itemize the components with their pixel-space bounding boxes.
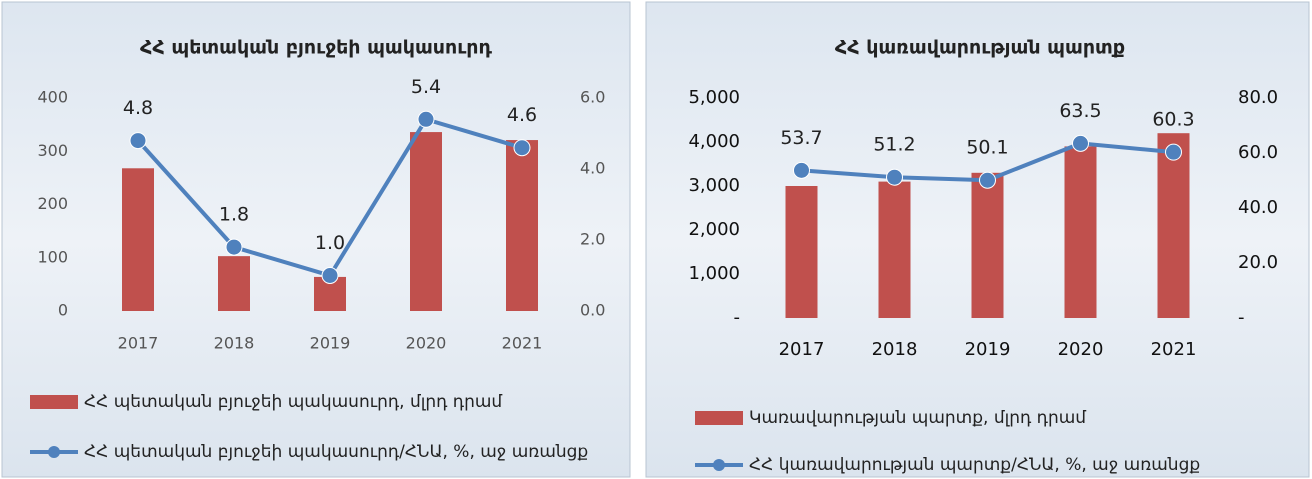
value-label: 63.5 [1059, 100, 1101, 122]
x-tick-label: 2020 [1058, 339, 1104, 360]
line-point [321, 267, 339, 284]
bar [410, 132, 442, 311]
value-label: 1.0 [315, 232, 345, 254]
legend-swatch [48, 446, 60, 458]
y-tick-label: 1,000 [688, 263, 740, 284]
bar [878, 181, 911, 318]
bar [1157, 133, 1190, 318]
bar [506, 140, 538, 311]
line-point [1165, 143, 1182, 161]
y2-tick-label: 2.0 [580, 230, 605, 249]
y2-tick-label: 80.0 [1238, 87, 1278, 108]
line-point [225, 238, 243, 256]
x-tick-label: 2021 [502, 334, 543, 353]
value-label: 5.4 [411, 76, 441, 98]
value-label: 50.1 [966, 137, 1008, 159]
value-label: 53.7 [780, 127, 822, 149]
x-tick-label: 2019 [965, 339, 1011, 360]
chart-title: ՀՀ կառավարության պարտք [835, 37, 1125, 59]
y2-tick-label: 6.0 [580, 88, 605, 107]
x-tick-label: 2019 [310, 334, 351, 353]
legend-label: Կառավարության պարտք, մլրդ դրամ [749, 408, 1086, 428]
value-label: 1.8 [219, 204, 249, 226]
y2-tick-label: - [1238, 307, 1245, 328]
y2-tick-label: 40.0 [1238, 197, 1278, 218]
legend-label: ՀՀ կառավարության պարտք/ՀՆԱ, %, աջ առանցք [749, 455, 1200, 475]
y-tick-label: 4,000 [688, 131, 740, 152]
bar [971, 172, 1004, 318]
legend-swatch [695, 411, 743, 425]
value-label: 51.2 [873, 134, 915, 156]
y-tick-label: - [734, 307, 741, 328]
line-point [129, 132, 147, 150]
line-point [1072, 134, 1089, 152]
value-label: 4.6 [507, 104, 537, 126]
y-tick-label: 5,000 [688, 87, 740, 108]
x-tick-label: 2017 [779, 339, 825, 360]
line-point [886, 168, 903, 186]
y-tick-label: 100 [37, 247, 68, 266]
line-point [979, 171, 996, 189]
x-tick-label: 2020 [406, 334, 447, 353]
y2-tick-label: 20.0 [1238, 252, 1278, 273]
legend-label: ՀՀ պետական բյուջեի պակասուրդ, մլրդ դրամ [84, 392, 502, 412]
y-tick-label: 200 [37, 194, 68, 213]
bar [785, 186, 818, 318]
bar [122, 168, 154, 311]
y2-tick-label: 4.0 [580, 159, 605, 178]
legend-swatch [713, 459, 725, 471]
chart-title: ՀՀ պետական բյուջեի պակասուրդ [140, 37, 493, 59]
value-label: 60.3 [1152, 109, 1194, 131]
value-label: 4.8 [123, 97, 153, 119]
line-point [513, 139, 531, 157]
y-tick-label: 400 [37, 88, 68, 107]
legend-swatch [30, 395, 78, 409]
bar [1064, 146, 1097, 318]
y-tick-label: 300 [37, 141, 68, 160]
y-tick-label: 3,000 [688, 175, 740, 196]
line-point [793, 161, 810, 179]
y2-tick-label: 60.0 [1238, 142, 1278, 163]
y-tick-label: 0 [58, 301, 68, 320]
bar [218, 256, 250, 311]
y-tick-label: 2,000 [688, 219, 740, 240]
legend-label: ՀՀ պետական բյուջեի պակասուրդ/ՀՆԱ, %, աջ … [84, 442, 588, 462]
x-tick-label: 2021 [1151, 339, 1197, 360]
x-tick-label: 2018 [214, 334, 255, 353]
x-tick-label: 2017 [118, 334, 159, 353]
line-point [417, 110, 435, 128]
y2-tick-label: 0.0 [580, 301, 605, 320]
x-tick-label: 2018 [872, 339, 918, 360]
